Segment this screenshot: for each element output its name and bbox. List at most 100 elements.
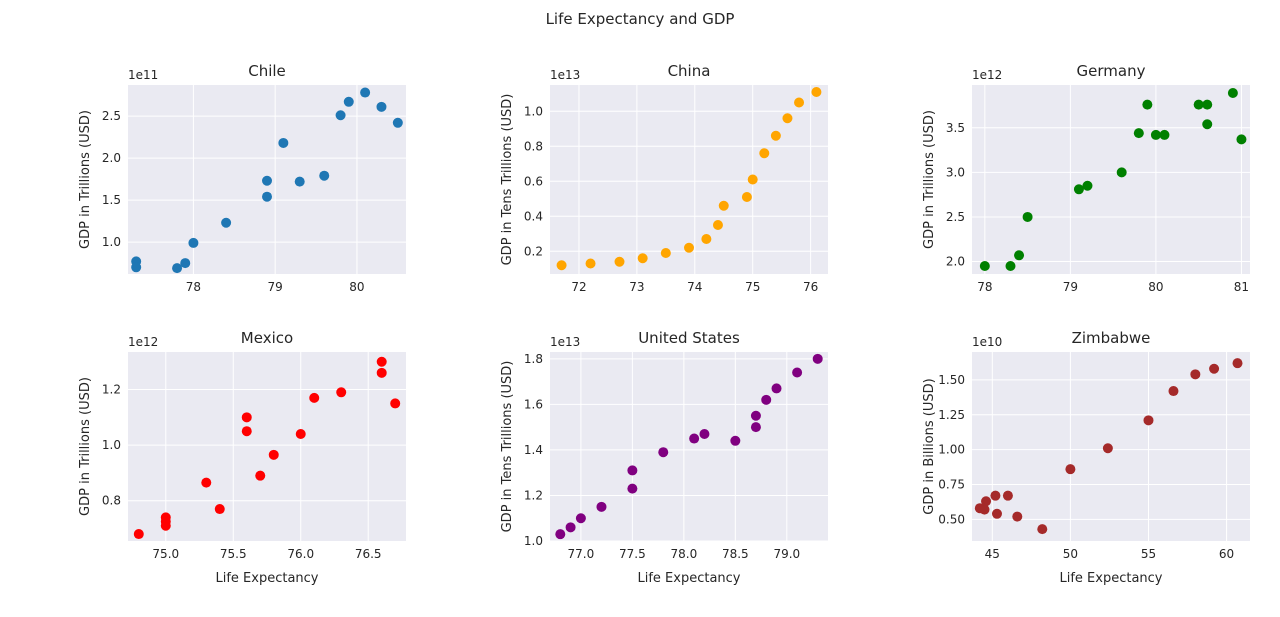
subplot-united-states: 77.0 77.5 78.0 78.5 79.0 1.0 1.2 1.4 1.6 1.8 Unite… (500, 329, 828, 586)
x-tick-label: 75.5 (220, 547, 247, 561)
data-point (979, 260, 990, 271)
x-tick-label: 77.0 (568, 547, 595, 561)
x-tick-label: 78 (977, 280, 992, 294)
y-tick-label: 1.0 (102, 235, 121, 249)
data-point (1202, 119, 1213, 130)
data-point (1102, 443, 1113, 454)
data-point (750, 422, 761, 433)
x-tick-label: 79 (268, 280, 283, 294)
y-tick-label: 1.4 (524, 443, 543, 457)
data-point (255, 470, 266, 481)
y-tick-label: 0.6 (524, 174, 543, 188)
subplot-title: Zimbabwe (1072, 329, 1151, 347)
y-tick-label: 1.2 (524, 488, 543, 502)
x-tick-label: 45 (985, 547, 1000, 561)
x-tick-label: 72 (571, 280, 586, 294)
data-point (390, 398, 401, 409)
plot-area (550, 352, 828, 541)
x-tick-label: 60 (1219, 547, 1234, 561)
data-point (133, 529, 144, 540)
data-point (221, 217, 232, 228)
data-point (990, 490, 1001, 501)
data-point (160, 512, 171, 523)
data-point (684, 242, 694, 253)
data-point (1116, 167, 1127, 178)
data-point (750, 410, 761, 421)
data-point (811, 87, 822, 97)
x-tick-label: 74 (687, 280, 702, 294)
y-tick-label: 1.8 (524, 352, 543, 366)
subplot-title: China (668, 62, 711, 80)
data-point (343, 96, 354, 107)
y-axis-label: GDP in Tens Trillions (USD) (500, 361, 515, 533)
data-point (376, 367, 387, 378)
data-point (718, 200, 729, 211)
data-point (585, 258, 596, 269)
x-tick-label: 75.0 (152, 547, 179, 561)
subplots-grid: 78 79 80 1.0 1.5 2.0 2.5 Chile 1e11 GDP in Trilli… (78, 62, 1250, 586)
data-point (596, 501, 607, 512)
x-tick-label: 77.5 (619, 547, 646, 561)
data-point (1150, 129, 1161, 140)
data-point (699, 428, 710, 439)
data-point (1005, 260, 1016, 271)
data-point (1193, 99, 1204, 110)
data-point (1073, 184, 1084, 195)
data-point (747, 174, 758, 185)
plot-area (550, 85, 828, 274)
y-tick-label: 1.5 (102, 193, 121, 207)
subplot-title: Germany (1077, 62, 1146, 80)
y-tick-label: 0.75 (938, 478, 965, 492)
data-point (376, 101, 387, 112)
y-axis-label: GDP in Billions (USD) (922, 378, 937, 514)
data-point (565, 522, 576, 533)
y-tick-label: 0.50 (938, 512, 965, 526)
data-point (1065, 464, 1076, 475)
data-point (1142, 99, 1153, 110)
data-point (262, 175, 272, 186)
y-offset-label: 1e13 (550, 335, 580, 349)
data-point (1236, 134, 1247, 145)
subplot-mexico: 75.0 75.5 76.0 76.5 0.8 1.0 1.2 Mexico 1e12 GDP i… (78, 329, 406, 586)
y-tick-label: 3.5 (946, 121, 965, 135)
data-point (1168, 386, 1179, 397)
x-tick-label: 50 (1063, 547, 1078, 561)
data-point (294, 176, 305, 187)
y-axis-label: GDP in Trillions (USD) (78, 377, 93, 516)
x-tick-label: 76.5 (355, 547, 382, 561)
subplot-germany: 78 79 80 81 2.0 2.5 3.0 3.5 Germany 1e12 GDP in Tr… (922, 62, 1250, 294)
data-point (1159, 129, 1170, 140)
data-point (1143, 415, 1154, 426)
x-axis-label: Life Expectancy (637, 571, 740, 586)
data-point (201, 477, 212, 488)
data-point (771, 383, 782, 394)
x-tick-label: 80 (349, 280, 364, 294)
x-axis-label: Life Expectancy (1059, 571, 1162, 586)
y-tick-label: 1.0 (102, 438, 121, 452)
data-point (188, 237, 199, 248)
data-point (1022, 211, 1033, 222)
data-point (575, 513, 586, 524)
subplot-title: Mexico (241, 329, 293, 347)
data-point (1209, 363, 1220, 374)
y-tick-label: 1.2 (102, 383, 121, 397)
y-tick-label: 1.0 (524, 534, 543, 548)
y-offset-label: 1e12 (128, 335, 158, 349)
data-point (1002, 490, 1013, 501)
data-point (1014, 250, 1025, 261)
x-tick-label: 78.5 (722, 547, 749, 561)
y-offset-label: 1e11 (128, 68, 158, 82)
y-axis-label: GDP in Trillions (USD) (922, 110, 937, 249)
data-point (991, 508, 1002, 519)
data-point (712, 220, 723, 230)
data-point (360, 87, 371, 98)
subplot-chile: 78 79 80 1.0 1.5 2.0 2.5 Chile 1e11 GDP in Trilli… (78, 62, 406, 294)
data-point (660, 248, 671, 258)
subplot-title: United States (638, 329, 740, 347)
x-tick-label: 79 (1063, 280, 1078, 294)
subplot-zimbabwe: 45 50 55 60 0.50 0.75 1.00 1.25 1.50 Zimbabwe 1e10… (922, 329, 1250, 586)
data-point (782, 113, 793, 124)
data-point (741, 192, 752, 202)
data-point (637, 253, 648, 264)
